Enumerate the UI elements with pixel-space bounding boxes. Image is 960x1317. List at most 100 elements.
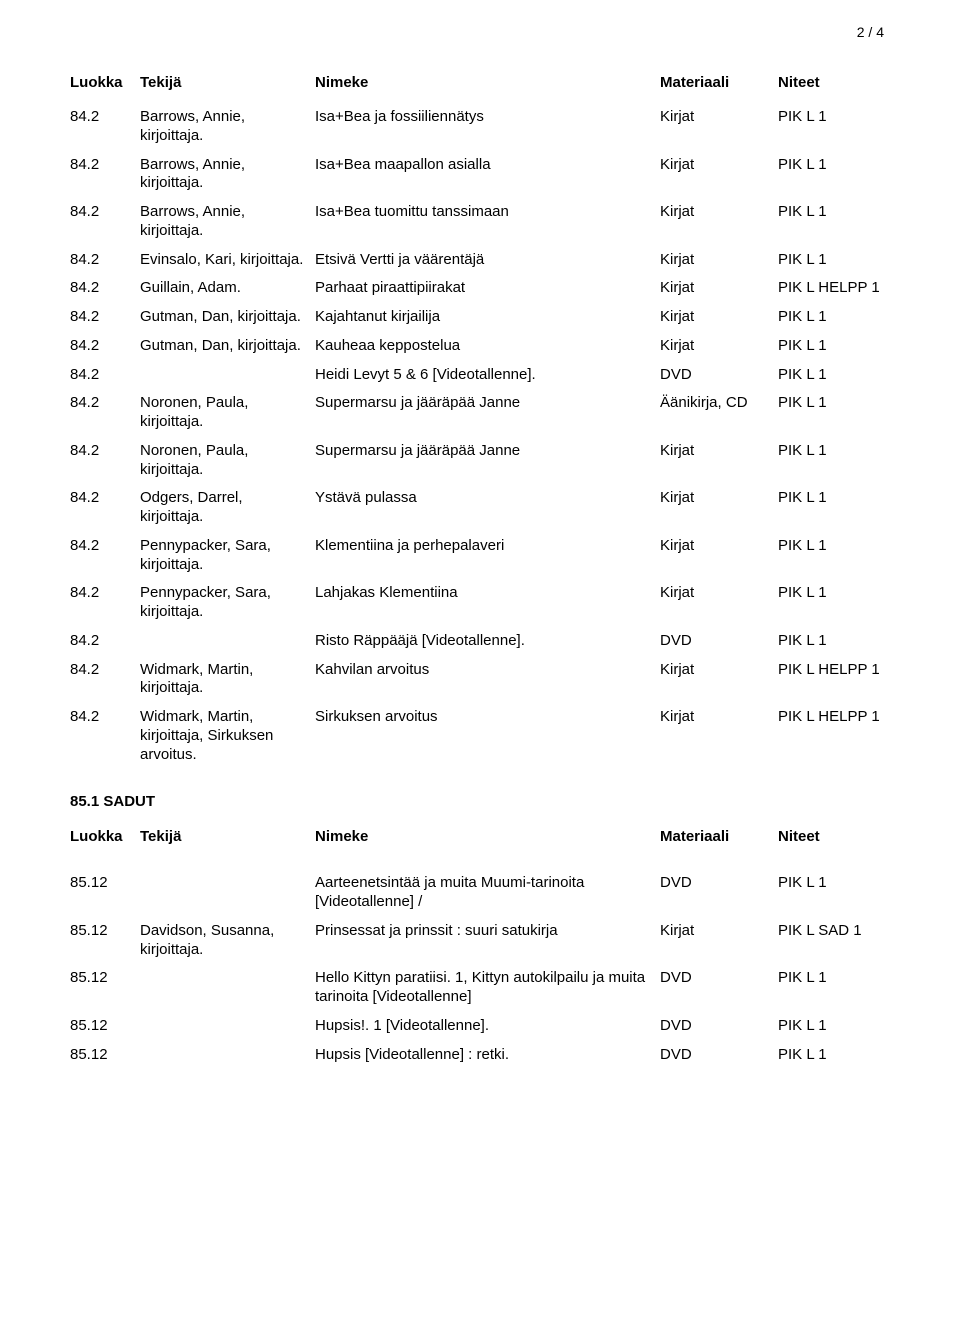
- cell-materiaali: DVD: [660, 1012, 778, 1041]
- cell-niteet: PIK L HELPP 1: [778, 703, 908, 769]
- table-row: 84.2Noronen, Paula, kirjoittaja.Supermar…: [70, 437, 908, 485]
- cell-luokka: 84.2: [70, 627, 140, 656]
- cell-tekija: Noronen, Paula, kirjoittaja.: [140, 389, 315, 437]
- cell-materiaali: Kirjat: [660, 579, 778, 627]
- cell-nimeke: Sirkuksen arvoitus: [315, 703, 660, 769]
- cell-luokka: 84.2: [70, 389, 140, 437]
- col-niteet: Niteet: [778, 824, 908, 857]
- table-row: 84.2Risto Räppääjä [Videotallenne].DVDPI…: [70, 627, 908, 656]
- col-nimeke: Nimeke: [315, 70, 660, 103]
- table-row: 84.2Widmark, Martin, kirjoittaja.Kahvila…: [70, 656, 908, 704]
- cell-niteet: PIK L 1: [778, 103, 908, 151]
- cell-luokka: 84.2: [70, 532, 140, 580]
- cell-nimeke: Hupsis [Videotallenne] : retki.: [315, 1041, 660, 1070]
- cell-materiaali: Kirjat: [660, 151, 778, 199]
- col-materiaali: Materiaali: [660, 824, 778, 857]
- cell-niteet: PIK L 1: [778, 437, 908, 485]
- cell-tekija: Evinsalo, Kari, kirjoittaja.: [140, 246, 315, 275]
- cell-luokka: 84.2: [70, 246, 140, 275]
- cell-tekija: Gutman, Dan, kirjoittaja.: [140, 332, 315, 361]
- cell-luokka: 84.2: [70, 656, 140, 704]
- table-row: 84.2Gutman, Dan, kirjoittaja.Kajahtanut …: [70, 303, 908, 332]
- cell-nimeke: Hupsis!. 1 [Videotallenne].: [315, 1012, 660, 1041]
- cell-niteet: PIK L 1: [778, 964, 908, 1012]
- col-luokka: Luokka: [70, 824, 140, 857]
- cell-nimeke: Supermarsu ja jääräpää Janne: [315, 437, 660, 485]
- cell-nimeke: Supermarsu ja jääräpää Janne: [315, 389, 660, 437]
- cell-materiaali: Kirjat: [660, 656, 778, 704]
- table-header-row: Luokka Tekijä Nimeke Materiaali Niteet: [70, 70, 908, 103]
- cell-nimeke: Prinsessat ja prinssit : suuri satukirja: [315, 917, 660, 965]
- cell-tekija: [140, 869, 315, 917]
- cell-tekija: [140, 1012, 315, 1041]
- cell-nimeke: Hello Kittyn paratiisi. 1, Kittyn autoki…: [315, 964, 660, 1012]
- cell-tekija: Guillain, Adam.: [140, 274, 315, 303]
- cell-nimeke: Isa+Bea maapallon asialla: [315, 151, 660, 199]
- spacer: [70, 857, 908, 869]
- cell-niteet: PIK L SAD 1: [778, 917, 908, 965]
- table-row: 85.12 Hupsis!. 1 [Videotallenne].DVDPIK L…: [70, 1012, 908, 1041]
- col-luokka: Luokka: [70, 70, 140, 103]
- cell-materiaali: Kirjat: [660, 437, 778, 485]
- cell-materiaali: Kirjat: [660, 703, 778, 769]
- table-header-row: Luokka Tekijä Nimeke Materiaali Niteet: [70, 824, 908, 857]
- cell-nimeke: Ystävä pulassa: [315, 484, 660, 532]
- table-row: 84.2Pennypacker, Sara, kirjoittaja.Kleme…: [70, 532, 908, 580]
- cell-luokka: 85.12: [70, 1012, 140, 1041]
- cell-nimeke: Kauheaa keppostelua: [315, 332, 660, 361]
- cell-luokka: 84.2: [70, 484, 140, 532]
- cell-luokka: 84.2: [70, 103, 140, 151]
- cell-niteet: PIK L 1: [778, 198, 908, 246]
- table-row: 84.2Noronen, Paula, kirjoittaja.Supermar…: [70, 389, 908, 437]
- cell-materiaali: DVD: [660, 627, 778, 656]
- cell-luokka: 84.2: [70, 151, 140, 199]
- cell-tekija: Barrows, Annie, kirjoittaja.: [140, 151, 315, 199]
- cell-luokka: 84.2: [70, 703, 140, 769]
- page-number: 2 / 4: [857, 24, 884, 40]
- table-row: 84.2Barrows, Annie, kirjoittaja.Isa+Bea …: [70, 151, 908, 199]
- cell-niteet: PIK L HELPP 1: [778, 656, 908, 704]
- cell-niteet: PIK L 1: [778, 1041, 908, 1070]
- cell-nimeke: Klementiina ja perhepalaveri: [315, 532, 660, 580]
- cell-materiaali: DVD: [660, 869, 778, 917]
- cell-materiaali: Kirjat: [660, 303, 778, 332]
- cell-nimeke: Risto Räppääjä [Videotallenne].: [315, 627, 660, 656]
- cell-luokka: 85.12: [70, 964, 140, 1012]
- cell-nimeke: Isa+Bea tuomittu tanssimaan: [315, 198, 660, 246]
- cell-luokka: 84.2: [70, 332, 140, 361]
- cell-nimeke: Lahjakas Klementiina: [315, 579, 660, 627]
- cell-niteet: PIK L 1: [778, 151, 908, 199]
- cell-luokka: 85.12: [70, 917, 140, 965]
- cell-materiaali: DVD: [660, 964, 778, 1012]
- table-row: 84.2Barrows, Annie, kirjoittaja.Isa+Bea …: [70, 198, 908, 246]
- table-row: 84.2Barrows, Annie, kirjoittaja.Isa+Bea …: [70, 103, 908, 151]
- cell-niteet: PIK L 1: [778, 246, 908, 275]
- table-row: 84.2Pennypacker, Sara, kirjoittaja.Lahja…: [70, 579, 908, 627]
- cell-luokka: 85.12: [70, 1041, 140, 1070]
- cell-tekija: [140, 1041, 315, 1070]
- section-heading: 85.1 SADUT: [70, 769, 890, 824]
- cell-niteet: PIK L 1: [778, 869, 908, 917]
- catalog-table-2: Luokka Tekijä Nimeke Materiaali Niteet 8…: [70, 824, 908, 1069]
- cell-niteet: PIK L 1: [778, 484, 908, 532]
- cell-tekija: Pennypacker, Sara, kirjoittaja.: [140, 579, 315, 627]
- cell-luokka: 84.2: [70, 361, 140, 390]
- cell-tekija: Barrows, Annie, kirjoittaja.: [140, 103, 315, 151]
- cell-tekija: Gutman, Dan, kirjoittaja.: [140, 303, 315, 332]
- cell-tekija: [140, 964, 315, 1012]
- cell-niteet: PIK L 1: [778, 303, 908, 332]
- cell-nimeke: Etsivä Vertti ja väärentäjä: [315, 246, 660, 275]
- table-row: 85.12Aarteenetsintää ja muita Muumi-tari…: [70, 869, 908, 917]
- cell-niteet: PIK L 1: [778, 1012, 908, 1041]
- cell-materiaali: Kirjat: [660, 198, 778, 246]
- cell-nimeke: Parhaat piraattipiirakat: [315, 274, 660, 303]
- catalog-table-1: Luokka Tekijä Nimeke Materiaali Niteet 8…: [70, 70, 908, 769]
- cell-materiaali: DVD: [660, 1041, 778, 1070]
- cell-tekija: Widmark, Martin, kirjoittaja.: [140, 656, 315, 704]
- cell-luokka: 84.2: [70, 437, 140, 485]
- cell-materiaali: Kirjat: [660, 246, 778, 275]
- cell-nimeke: Aarteenetsintää ja muita Muumi-tarinoita…: [315, 869, 660, 917]
- table-row: 84.2Odgers, Darrel, kirjoittaja.Ystävä p…: [70, 484, 908, 532]
- table-row: 84.2Heidi Levyt 5 & 6 [Videotallenne].DV…: [70, 361, 908, 390]
- cell-niteet: PIK L 1: [778, 532, 908, 580]
